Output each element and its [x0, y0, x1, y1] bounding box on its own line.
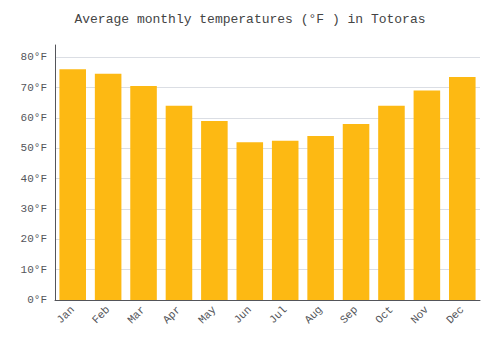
svg-text:Dec: Dec — [444, 304, 466, 326]
svg-text:Apr: Apr — [161, 304, 183, 326]
svg-text:Oct: Oct — [373, 304, 395, 326]
svg-text:20°F: 20°F — [21, 233, 47, 245]
svg-text:60°F: 60°F — [21, 112, 47, 124]
svg-text:Average monthly temperatures (: Average monthly temperatures (°F ) in To… — [74, 12, 425, 27]
svg-text:Nov: Nov — [409, 303, 432, 326]
svg-text:0°F: 0°F — [27, 294, 47, 306]
svg-text:Feb: Feb — [90, 304, 112, 326]
svg-text:30°F: 30°F — [21, 203, 47, 215]
svg-text:70°F: 70°F — [21, 82, 47, 94]
svg-text:Mar: Mar — [125, 304, 147, 326]
svg-text:Jan: Jan — [54, 304, 76, 326]
svg-text:80°F: 80°F — [21, 51, 47, 63]
svg-text:Jul: Jul — [267, 304, 289, 326]
svg-text:50°F: 50°F — [21, 142, 47, 154]
svg-text:Sep: Sep — [338, 304, 360, 326]
svg-text:May: May — [196, 303, 219, 326]
svg-text:Jun: Jun — [232, 304, 254, 326]
svg-text:10°F: 10°F — [21, 264, 47, 276]
svg-text:40°F: 40°F — [21, 173, 47, 185]
svg-text:Aug: Aug — [302, 304, 324, 326]
